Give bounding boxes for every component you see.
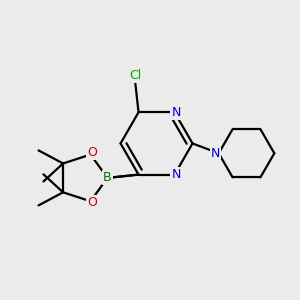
Text: B: B (103, 171, 112, 184)
Text: N: N (172, 106, 181, 119)
Text: N: N (172, 168, 181, 181)
Text: O: O (87, 196, 97, 209)
Text: N: N (211, 147, 220, 160)
Text: B: B (103, 171, 112, 184)
Text: Cl: Cl (129, 69, 141, 82)
Text: O: O (87, 146, 97, 159)
